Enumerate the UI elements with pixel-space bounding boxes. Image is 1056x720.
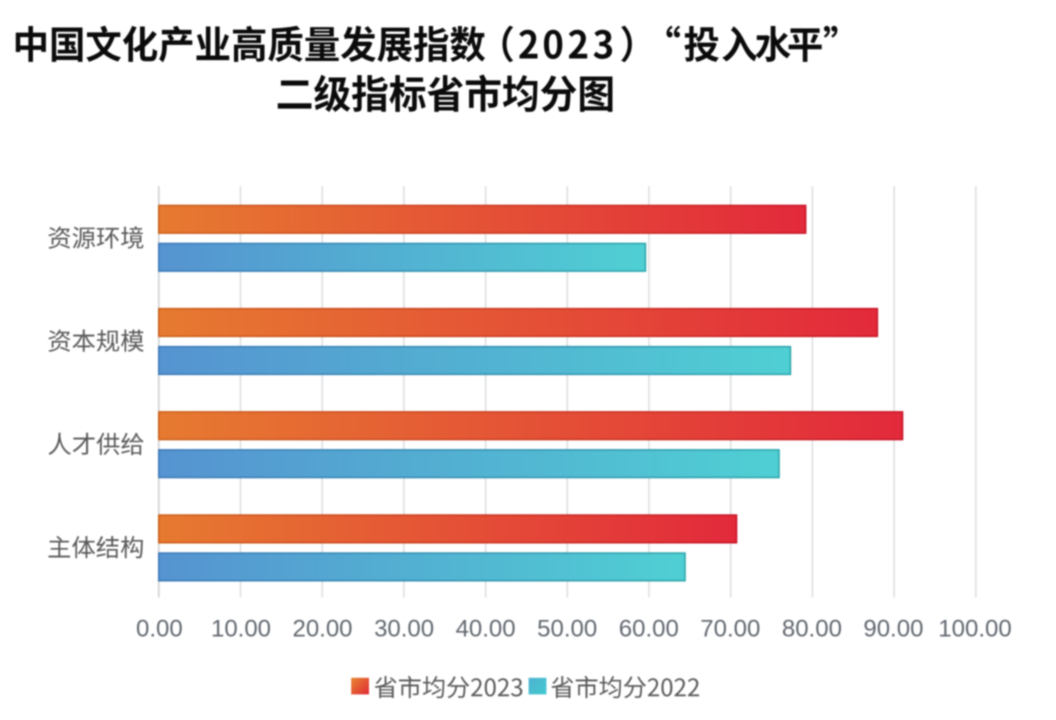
svg-text:20.00: 20.00 bbox=[292, 616, 352, 643]
svg-text:30.00: 30.00 bbox=[374, 616, 434, 643]
svg-text:40.00: 40.00 bbox=[456, 616, 516, 643]
svg-text:70.00: 70.00 bbox=[700, 616, 760, 643]
svg-text:80.00: 80.00 bbox=[782, 616, 842, 643]
svg-text:60.00: 60.00 bbox=[619, 616, 679, 643]
svg-text:100.00: 100.00 bbox=[938, 616, 1011, 643]
svg-text:0.00: 0.00 bbox=[136, 616, 183, 643]
svg-text:10.00: 10.00 bbox=[211, 616, 271, 643]
svg-text:50.00: 50.00 bbox=[537, 616, 597, 643]
svg-text:90.00: 90.00 bbox=[863, 616, 923, 643]
